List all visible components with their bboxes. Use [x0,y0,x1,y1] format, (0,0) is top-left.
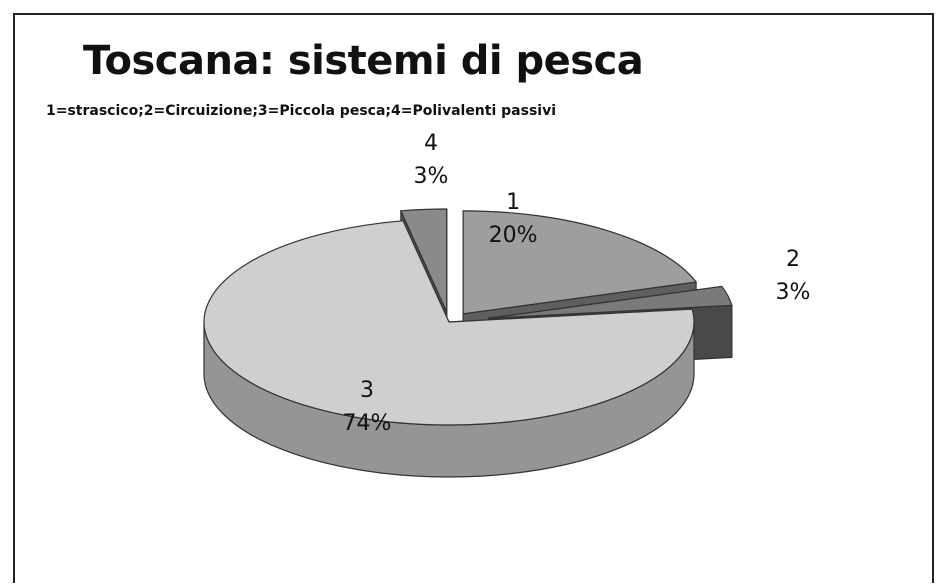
pie-slice-3 [203,220,695,426]
slice-3-category-label: 3 [360,378,374,403]
pie-slice-1 [462,210,697,315]
slice-2-category-label: 2 [786,247,800,272]
chart-title: Toscana: sistemi di pesca [83,38,644,84]
pie-tops [203,208,733,426]
slice-1-category-label: 1 [506,190,520,215]
slice-2-value-label: 3% [776,280,811,305]
pie-slice-4 [400,208,448,313]
chart-subtitle: 1=strascico;2=Circuizione;3=Piccola pesc… [46,103,557,119]
slice-4-category-label: 4 [424,131,438,156]
slice-3-value-label: 74% [343,411,392,436]
slice-1-value-label: 20% [489,223,538,248]
pie-labels: 1 20% 2 3% 3 74% 4 3% [343,131,811,436]
slice-4-value-label: 3% [414,164,449,189]
pie-slice-2 [488,285,733,319]
